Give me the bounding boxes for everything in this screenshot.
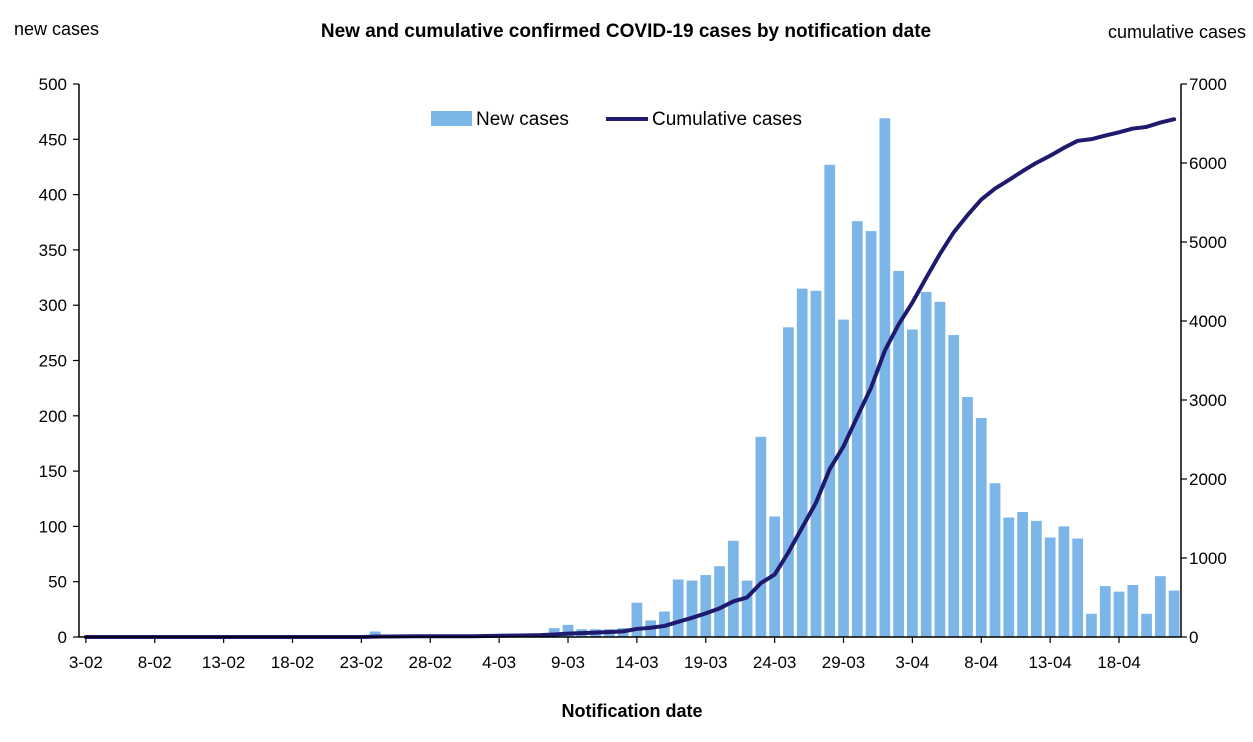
x-axis-title: Notification date: [561, 701, 702, 721]
left-tick-label: 50: [48, 573, 67, 592]
x-tick-label: 23-02: [340, 653, 383, 672]
bar-new-cases: [838, 319, 849, 637]
left-tick-label: 0: [58, 628, 67, 647]
x-tick-label: 19-03: [684, 653, 727, 672]
bar-new-cases: [1003, 517, 1015, 637]
x-tick-label: 24-03: [753, 653, 796, 672]
left-tick-label: 250: [39, 352, 67, 371]
x-tick-label: 13-02: [202, 653, 245, 672]
axes: [73, 83, 1187, 643]
bar-new-cases: [714, 566, 725, 637]
bar-new-cases: [975, 418, 987, 637]
left-tick-label: 500: [39, 75, 67, 94]
right-tick-label: 7000: [1189, 75, 1227, 94]
tick-labels: 0501001502002503003504004505000100020003…: [39, 75, 1227, 672]
left-tick-label: 200: [39, 407, 67, 426]
bar-new-cases: [1113, 591, 1125, 637]
left-tick-label: 150: [39, 462, 67, 481]
bar-new-cases: [1086, 613, 1097, 637]
x-tick-label: 28-02: [409, 653, 452, 672]
bar-new-cases: [796, 288, 808, 637]
bar-new-cases: [989, 483, 1001, 637]
x-tick-label: 18-02: [271, 653, 314, 672]
x-tick-label: 18-04: [1097, 653, 1140, 672]
x-tick-label: 14-03: [615, 653, 658, 672]
left-tick-label: 300: [39, 296, 67, 315]
x-tick-label: 3-04: [895, 653, 929, 672]
chart-title: New and cumulative confirmed COVID-19 ca…: [321, 21, 931, 42]
bar-new-cases: [1058, 526, 1070, 637]
bar-new-cases: [369, 631, 381, 637]
bar-new-cases: [810, 290, 822, 637]
right-tick-label: 5000: [1189, 233, 1227, 252]
right-tick-label: 6000: [1189, 154, 1227, 173]
left-axis-title: new cases: [14, 19, 99, 39]
bar-new-cases: [755, 436, 767, 637]
left-tick-label: 450: [39, 130, 67, 149]
right-tick-label: 3000: [1189, 391, 1227, 410]
right-tick-label: 2000: [1189, 470, 1227, 489]
bar-new-cases: [686, 580, 698, 637]
bar-new-cases: [700, 575, 712, 637]
bar-new-cases: [824, 164, 836, 637]
bar-new-cases: [879, 118, 891, 637]
bar-new-cases: [948, 335, 960, 637]
bar-new-cases: [920, 291, 932, 637]
bar-new-cases: [1017, 512, 1028, 637]
x-tick-label: 29-03: [822, 653, 865, 672]
legend-label-cumulative-cases: Cumulative cases: [652, 109, 802, 130]
bar-new-cases: [1099, 586, 1111, 637]
bar-new-cases: [865, 231, 877, 637]
bar-new-cases: [962, 396, 973, 637]
legend-swatch-new-cases: [431, 111, 472, 126]
bar-new-cases: [934, 301, 946, 637]
x-tick-label: 3-02: [69, 653, 103, 672]
left-tick-label: 350: [39, 241, 67, 260]
legend: New cases Cumulative cases: [431, 109, 802, 130]
bar-new-cases: [562, 624, 574, 637]
bar-new-cases: [1168, 590, 1180, 637]
bar-new-cases: [1154, 576, 1166, 637]
bar-new-cases: [1127, 585, 1139, 637]
bar-new-cases: [783, 327, 794, 637]
x-tick-label: 8-04: [964, 653, 998, 672]
bar-new-cases: [893, 270, 904, 637]
bar-new-cases: [851, 221, 863, 638]
bar-new-cases: [727, 540, 739, 637]
x-tick-label: 9-03: [551, 653, 585, 672]
left-tick-label: 400: [39, 186, 67, 205]
bar-new-cases: [741, 580, 753, 637]
bar-new-cases: [631, 602, 643, 637]
right-tick-label: 1000: [1189, 549, 1227, 568]
right-tick-label: 0: [1189, 628, 1198, 647]
x-tick-label: 4-03: [482, 653, 516, 672]
right-tick-label: 4000: [1189, 312, 1227, 331]
bar-new-cases: [1030, 520, 1042, 637]
x-tick-label: 8-02: [138, 653, 172, 672]
bar-new-cases: [1141, 613, 1152, 637]
x-tick-label: 13-04: [1028, 653, 1071, 672]
new-cases-bars: [369, 118, 1180, 638]
legend-label-new-cases: New cases: [476, 109, 569, 130]
bar-new-cases: [907, 329, 918, 637]
bar-new-cases: [1044, 537, 1056, 637]
bar-new-cases: [1072, 538, 1084, 637]
bar-new-cases: [672, 579, 684, 637]
right-axis-title: cumulative cases: [1108, 22, 1246, 42]
left-tick-label: 100: [39, 517, 67, 536]
